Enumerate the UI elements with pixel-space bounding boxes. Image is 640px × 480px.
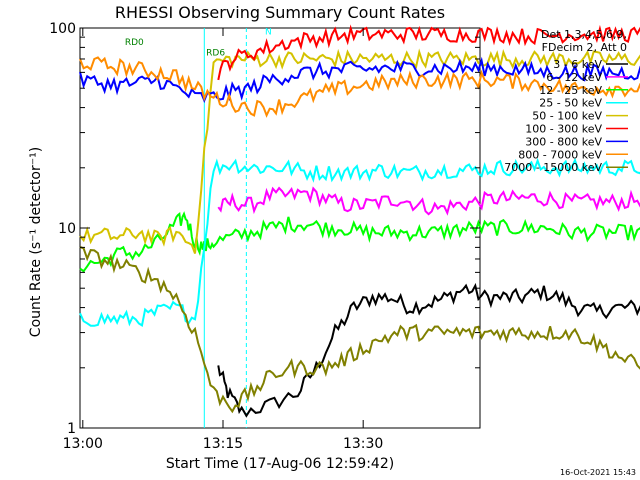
legend-entry-label: 7000 - 15000 keV <box>504 161 602 174</box>
plot-annotation: RD0 <box>125 38 144 48</box>
footer-stamp: 16-Oct-2021 15:43 <box>560 468 636 477</box>
legend-entry-label: 12 - 25 keV <box>539 84 602 97</box>
series-line-800-7000-kev <box>79 56 640 118</box>
series-line-50-100-kev <box>79 48 640 254</box>
series-layer <box>79 24 640 418</box>
legend-entry-label: 100 - 300 keV <box>525 123 602 136</box>
legend-header-line: FDecim 2, Att 0 <box>542 41 627 54</box>
y-axis-ticks: 1 10 100 <box>49 21 480 437</box>
legend-entry-label: 3 - 6 keV <box>553 58 602 71</box>
legend-entry-label: 50 - 100 keV <box>532 110 602 123</box>
series-line-100-300-kev <box>217 24 640 81</box>
series-line-6-12-kev <box>217 186 640 216</box>
legend-entry-label: 25 - 50 keV <box>539 97 602 110</box>
x-tick-label: 13:15 <box>203 436 243 452</box>
plot-annotation: N <box>265 27 272 37</box>
legend: Det 1,3,4,5,6,9, FDecim 2, Att 0 3 - 6 k… <box>504 28 628 174</box>
annotations-layer: RD0 RD6 N <box>125 27 272 58</box>
y-tick-label: 100 <box>49 21 76 37</box>
series-line-300-800-kev <box>79 56 640 104</box>
legend-entry-label: 800 - 7000 keV <box>518 148 602 161</box>
y-tick-label: 10 <box>58 221 76 237</box>
x-tick-label: 13:30 <box>343 436 383 452</box>
legend-header-line: Det 1,3,4,5,6,9, <box>541 28 627 41</box>
x-tick-label: 13:00 <box>63 436 103 452</box>
y-axis-label: Count Rate (s⁻¹ detector⁻¹) <box>28 147 44 337</box>
legend-entry-label: 300 - 800 keV <box>525 135 602 148</box>
plot-annotation: RD6 <box>206 48 225 58</box>
chart-title: RHESSI Observing Summary Count Rates <box>115 3 445 22</box>
y-tick-label: 1 <box>67 421 76 437</box>
series-line-25-50-kev <box>79 157 640 328</box>
series-line-3-6-kev <box>217 282 640 418</box>
series-line-7000-15000-kev <box>79 245 640 414</box>
x-axis-label: Start Time (17-Aug-06 12:59:42) <box>166 456 394 472</box>
legend-entry-label: 6 - 12 keV <box>546 71 602 84</box>
x-axis-ticks: 13:00 13:15 13:30 <box>63 28 383 452</box>
